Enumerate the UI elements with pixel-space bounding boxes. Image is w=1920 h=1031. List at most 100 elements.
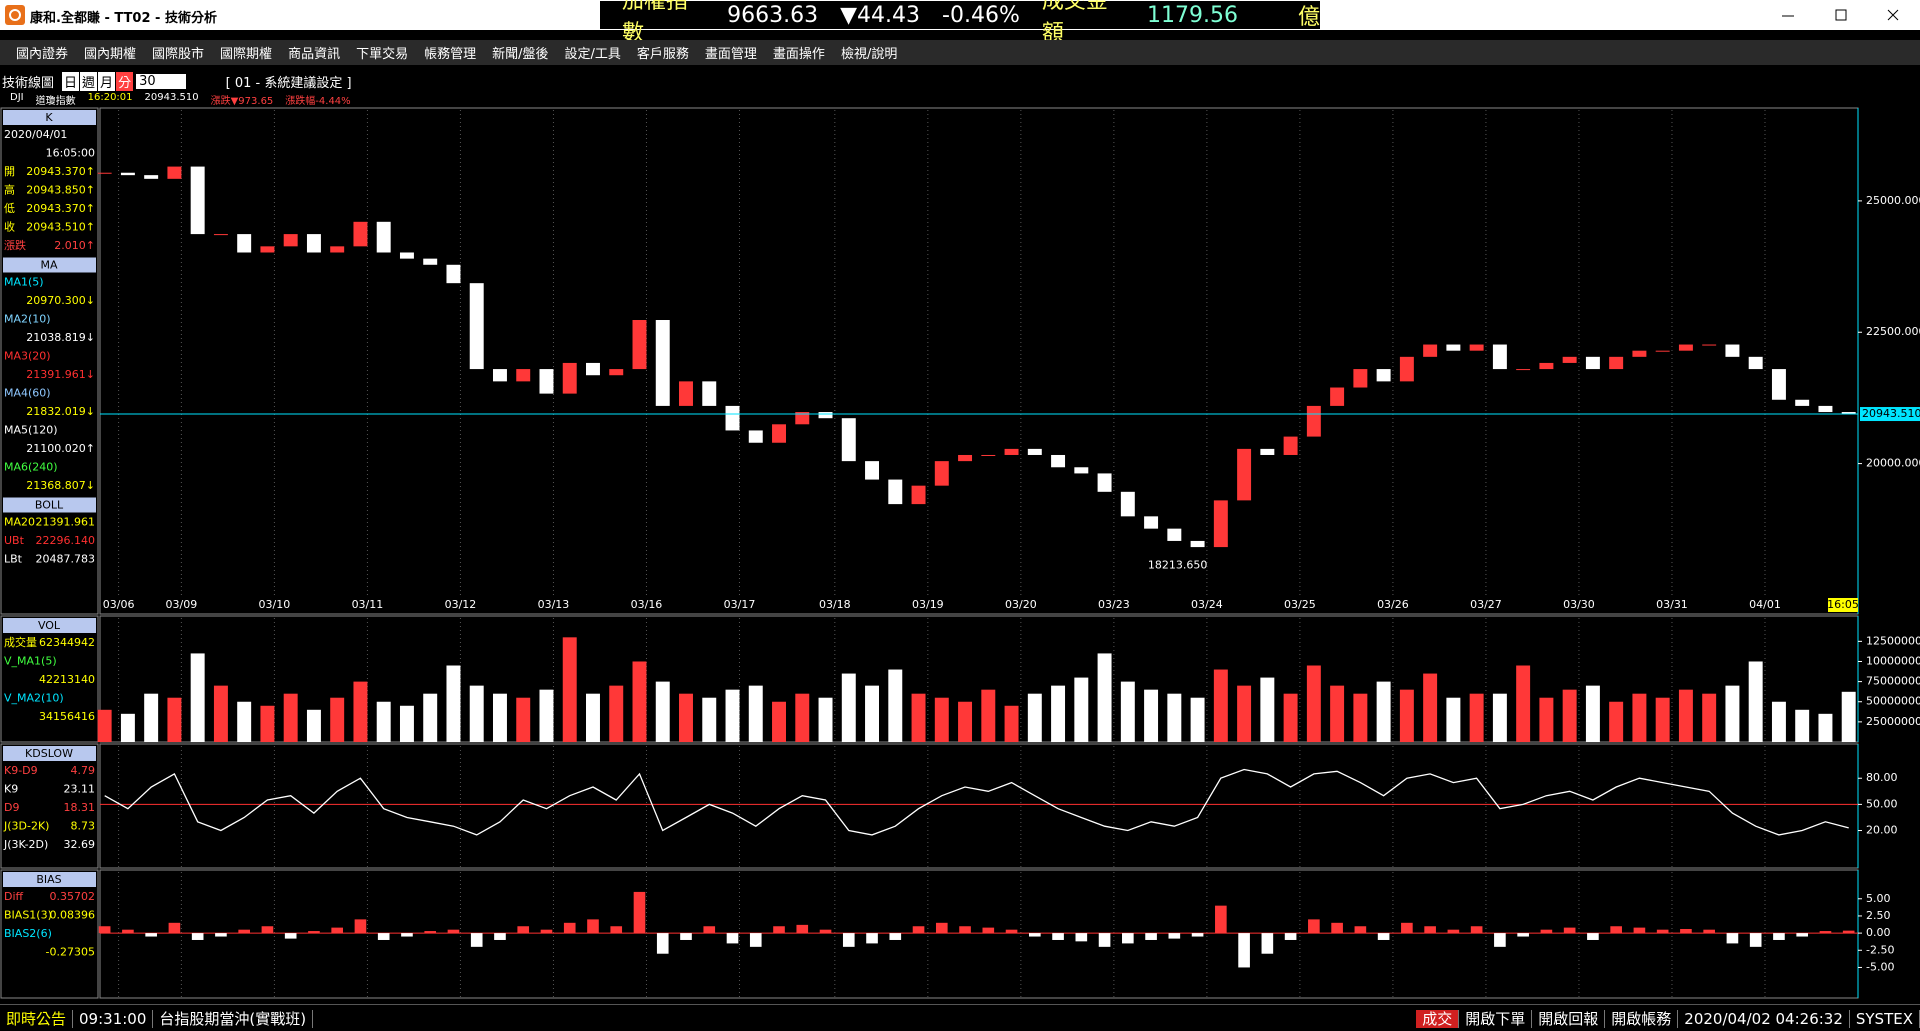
quote-item: 20943.510 [144,92,199,103]
volume-bar [818,697,833,742]
status-item[interactable]: 成交 [1416,1009,1460,1028]
bias-bar [1470,926,1483,934]
menu-item[interactable]: 國內證券 [16,47,69,62]
row-label: MA4(60) [4,387,51,400]
y-tick-label: 5.00 [1866,892,1891,905]
volume-bar [190,653,205,742]
candle [306,234,321,253]
candle [1283,436,1298,455]
menu-item[interactable]: 畫面管理 [704,47,757,62]
status-item[interactable]: 開啟回報 [1532,1009,1606,1028]
volume-bar [1841,691,1856,742]
volume-bar [1678,689,1693,742]
period-button[interactable]: 週 [80,71,98,91]
candle [911,485,926,505]
candle [1376,369,1391,382]
volume-bar [330,697,345,742]
bias-bar [1633,927,1646,934]
section-title: VOL [38,619,61,632]
ticker-item: ▼44.43 [840,2,921,28]
volume-bar [1609,701,1624,742]
bias-bar [331,927,344,934]
bias-bar [470,933,483,947]
status-item[interactable]: 開啟下單 [1459,1009,1533,1028]
candle [1260,448,1275,455]
volume-bar [1237,685,1252,742]
volume-bar [632,661,647,742]
row-label: K9-D9 [4,764,38,777]
y-tick-label: -5.00 [1866,960,1894,973]
y-tick-label: -2.50 [1866,943,1894,956]
bias-bar [1749,933,1762,947]
menu-item[interactable]: 下單交易 [356,47,409,62]
x-tick-label: 03/25 [1284,598,1316,611]
x-tick-label: 03/18 [819,598,851,611]
volume-bar [958,701,973,742]
status-item[interactable]: 開啟帳務 [1605,1009,1679,1028]
bias-bar [1028,933,1041,937]
x-tick-label: 03/17 [724,598,756,611]
volume-bar [120,713,135,742]
quote-line: DJI 道瓊指數 16:20:01 20943.510 漲跌▼973.65 漲跌幅-4.4… [10,92,363,107]
y-tick-label: 80.00 [1866,771,1898,784]
bias-bar [680,933,692,940]
period-button[interactable]: 月 [98,71,116,91]
bias-bar [1005,929,1018,934]
window-title: 康和.全都賺 - TT02 - 技術分析 [30,11,217,26]
panel-frame [0,615,99,743]
row-value: 20943.850↑ [26,184,95,197]
row-label: 成交量 [4,635,37,649]
volume-bar [748,685,763,742]
volume-bar [702,697,717,742]
candle [516,369,531,382]
period-button[interactable]: 分 [116,71,134,91]
volume-bar [725,689,740,742]
quote-item: 道瓊指數 [35,96,76,107]
volume-bar [516,697,531,742]
time-label: 16:05 [1827,598,1859,611]
menu-item[interactable]: 國內期權 [84,47,137,62]
setting-label[interactable]: [ 01 - 系統建議設定 ] [225,75,352,91]
menu-item[interactable]: 國際期權 [220,47,273,62]
row-value: 21832.019↓ [26,405,95,418]
volume-bar [888,669,903,742]
menu-bar: 國內證券 國內期權 國際股市 國際期權 商品資訊 下單交易 帳務管理 新聞/盤後 設定/工具 客戶… [0,40,1920,65]
menu-item[interactable]: 新聞/盤後 [492,47,549,62]
candle [655,320,670,406]
volume-bar [1097,653,1112,742]
menu-item[interactable]: 客戶服務 [636,47,689,62]
status-right: 成交 開啟下單 開啟回報 開啟帳務 2020/04/02 04:26:32 SYSTEX [1416,1008,1920,1029]
bias-bar [447,929,460,934]
menu-item[interactable]: 帳務管理 [424,47,477,62]
chart: K 2020/04/01 16:05:00 開 20943.370↑ 高 20943.850… [0,107,1920,999]
section-header [3,872,96,887]
candle [1446,344,1461,351]
bias-bar [1052,933,1064,940]
menu-item[interactable]: 檢視/說明 [840,47,898,62]
y-tick-label: 20.00 [1866,824,1898,837]
volume-bar [1632,693,1647,742]
y-tick-label: 50.00 [1866,797,1898,810]
candle [492,369,507,382]
menu-item[interactable]: 設定/工具 [564,47,621,62]
period-button[interactable]: 日 [62,71,80,91]
volume-bar [213,685,228,742]
maximize[interactable] [1835,9,1847,21]
menu-item[interactable]: 國際股市 [152,47,205,62]
close[interactable] [1887,9,1899,21]
bias-bar [98,926,111,934]
menu-item[interactable]: 商品資訊 [288,47,341,62]
x-tick-label: 03/10 [259,598,291,611]
volume-bar [562,637,577,742]
menu-item[interactable]: 畫面操作 [772,47,825,62]
candle [1748,356,1763,370]
bias-bar [1168,933,1181,939]
bias-bar [1680,928,1692,934]
x-tick-label: 03/27 [1470,598,1502,611]
row-value: 21368.807↓ [26,479,95,492]
toolbar: 技術線圖 日週月分 30 [ 01 - 系統建議設定 ] [0,70,1920,92]
interval-select[interactable]: 30 [136,73,186,89]
row-label: 低 [4,201,15,215]
bias-bar [1145,933,1157,940]
window-controls[interactable] [1770,0,1920,30]
